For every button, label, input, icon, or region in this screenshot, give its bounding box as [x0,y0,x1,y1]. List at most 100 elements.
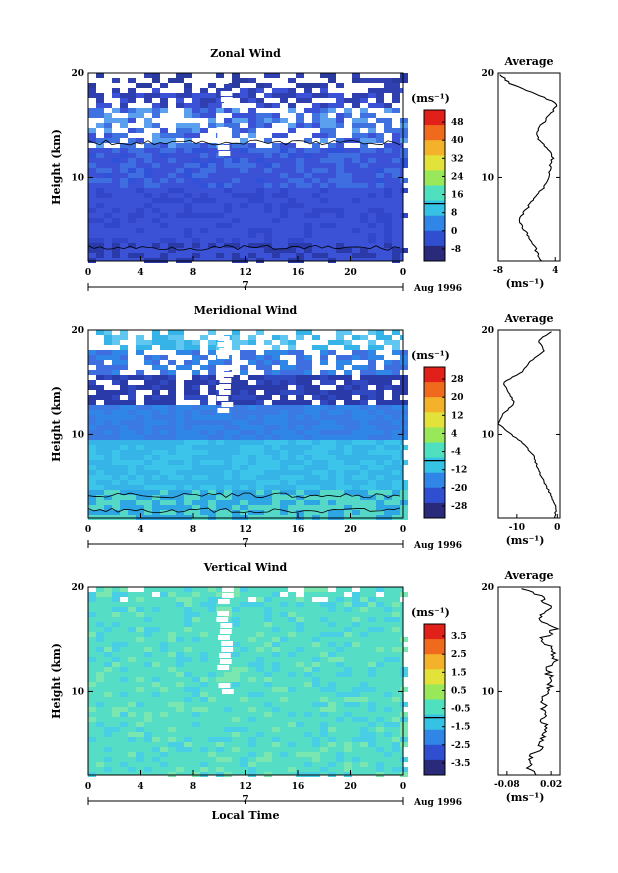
heatmap-cell [192,722,200,727]
heatmap-cell [320,365,328,370]
heatmap-cell [296,103,304,108]
heatmap-cell [368,435,376,440]
heatmap-cell [168,510,176,515]
heatmap-cell [128,400,136,405]
colorbar-tick-label: 40 [451,136,464,146]
heatmap-cell [392,345,400,350]
heatmap-cell [152,475,160,480]
heatmap-cell [304,752,312,757]
heatmap-cell [400,405,408,410]
heatmap-cell [392,158,400,163]
x-tick-label: 4 [137,782,143,792]
heatmap-cell [312,405,320,410]
heatmap-cell [232,98,240,103]
heatmap-cell [256,123,264,128]
heatmap-cell [288,400,296,405]
heatmap-cell [192,243,200,248]
heatmap-cell [232,500,240,505]
heatmap-cell [176,490,184,495]
heatmap-cell [248,198,256,203]
heatmap-cell [232,93,240,98]
heatmap-cell [216,420,224,425]
heatmap-cell [280,360,288,365]
heatmap-cell [232,410,240,415]
heatmap-cell [328,727,336,732]
heatmap-cell [136,335,144,340]
heatmap-cell [352,73,360,78]
heatmap-cell [136,475,144,480]
heatmap-cell [296,505,304,510]
heatmap-cell [168,455,176,460]
heatmap-cell [392,350,400,355]
heatmap-cell [360,430,368,435]
heatmap-cell [296,83,304,88]
heatmap-cell [312,350,320,355]
heatmap-cell [144,435,152,440]
heatmap-cell [152,495,160,500]
heatmap-cell [144,350,152,355]
heatmap-cell [400,460,408,465]
heatmap-cell [96,622,104,627]
heatmap-cell [176,505,184,510]
heatmap-cell [160,747,168,752]
heatmap-cell [392,500,400,505]
heatmap-cell [176,707,184,712]
heatmap-cell [392,490,400,495]
heatmap-cell [280,188,288,193]
heatmap-cell [104,350,112,355]
heatmap-cell [384,410,392,415]
heatmap-cell [392,410,400,415]
heatmap-cell [120,375,128,380]
heatmap-cell [400,500,408,505]
heatmap-cell [400,757,408,762]
heatmap-cell [368,375,376,380]
heatmap-cell [320,495,328,500]
heatmap-cell [320,108,328,113]
heatmap-cell [384,430,392,435]
heatmap-cell [152,370,160,375]
heatmap-cell [232,128,240,133]
heatmap-cell [296,420,304,425]
heatmap-cell [216,400,224,405]
heatmap-cell [360,737,368,742]
heatmap-cell [176,345,184,350]
heatmap-cell [240,587,248,592]
heatmap-cell [288,632,296,637]
heatmap-cell [200,118,208,123]
y-tick-label: 20 [71,326,84,336]
heatmap-cell [312,385,320,390]
heatmap-cell [96,370,104,375]
heatmap-cell [304,587,312,592]
heatmap-cell [328,223,336,228]
heatmap-cell [112,103,120,108]
heatmap-cell [104,475,112,480]
heatmap-cell [128,385,136,390]
missing-data-cell [219,348,231,353]
heatmap-cell [192,158,200,163]
heatmap-cell [240,445,248,450]
heatmap-cell [304,133,312,138]
heatmap-cell [104,118,112,123]
heatmap-cell [128,83,136,88]
heatmap-cell [352,253,360,258]
heatmap-cell [168,173,176,178]
heatmap-cell [256,193,264,198]
heatmap-cell [344,108,352,113]
heatmap-cell [192,365,200,370]
heatmap-cell [352,505,360,510]
heatmap-cell [208,163,216,168]
heatmap-cell [272,345,280,350]
heatmap-cell [184,737,192,742]
heatmap-cell [192,385,200,390]
heatmap-cell [128,465,136,470]
heatmap-cell [272,742,280,747]
heatmap-cell [400,667,408,672]
heatmap-cell [216,405,224,410]
heatmap-cell [280,602,288,607]
heatmap-cell [120,153,128,158]
heatmap-cell [304,682,312,687]
heatmap-cell [144,662,152,667]
heatmap-cell [256,73,264,78]
heatmap-cell [400,410,408,415]
heatmap-cell [304,400,312,405]
